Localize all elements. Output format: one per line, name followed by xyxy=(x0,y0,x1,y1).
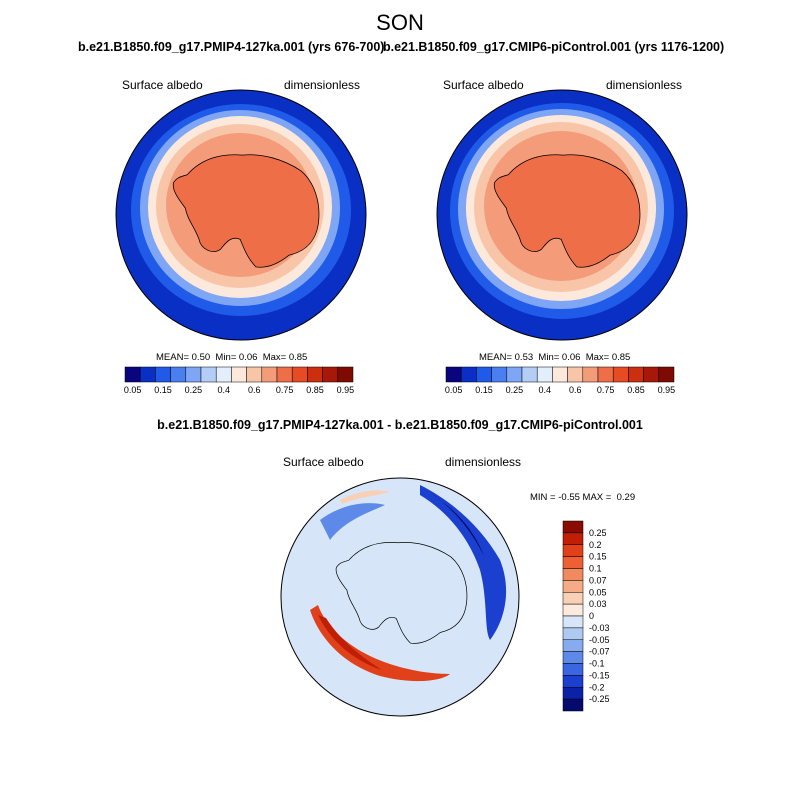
difference-colorbar-swatch xyxy=(562,580,584,593)
difference-colorbar-tick-label: -0.15 xyxy=(589,670,610,680)
difference-colorbar-swatch xyxy=(562,556,584,569)
difference-colorbar-tick-label: 0.2 xyxy=(589,540,602,550)
diff-units-label: dimensionless xyxy=(445,455,522,469)
right-colorbar-swatch xyxy=(491,366,508,383)
difference-colorbar-tick-label: -0.1 xyxy=(589,659,605,669)
right-colorbar-swatch xyxy=(597,366,614,383)
right-colorbar-swatch xyxy=(567,366,584,383)
right-colorbar: 0.05 0.15 0.25 0.4 0.6 0.75 0.85 0.95 xyxy=(445,366,676,395)
left-panel-title: b.e21.B1850.f09_g17.PMIP4-127ka.001 (yrs… xyxy=(78,40,385,54)
right-variable-label: Surface albedo xyxy=(443,78,524,92)
left-colorbar-swatch xyxy=(139,366,156,383)
difference-colorbar-swatch xyxy=(562,663,584,676)
left-colorbar-swatch xyxy=(170,366,187,383)
right-colorbar-swatch xyxy=(536,366,553,383)
difference-colorbar-swatch xyxy=(562,698,584,712)
difference-colorbar-tick-label: 0 xyxy=(589,611,594,621)
left-colorbar-tick-label: 0.15 xyxy=(154,385,172,395)
difference-colorbar-swatch xyxy=(562,675,584,688)
right-colorbar-swatch xyxy=(658,366,675,383)
right-colorbar-tick-label: 0.15 xyxy=(475,385,493,395)
difference-title: b.e21.B1850.f09_g17.PMIP4-127ka.001 - b.… xyxy=(157,418,643,432)
difference-colorbar-tick-label: 0.05 xyxy=(589,587,607,597)
right-panel-title: b.e21.B1850.f09_g17.CMIP6-piControl.001 … xyxy=(383,40,725,54)
right-colorbar-tick-label: 0.6 xyxy=(569,385,582,395)
difference-colorbar-swatch xyxy=(562,615,584,629)
left-variable-label: Surface albedo xyxy=(122,78,203,92)
right-colorbar-swatch xyxy=(506,366,523,383)
left-colorbar-swatch xyxy=(200,366,217,383)
difference-colorbar-tick-label: 0.1 xyxy=(589,564,602,574)
difference-colorbar: 0.25 0.2 0.15 0.10.07 0.05 0.03 0 -0.03 -0.05 -0.… xyxy=(562,520,610,712)
left-colorbar-swatch xyxy=(291,366,308,383)
right-colorbar-swatch xyxy=(445,366,462,383)
difference-colorbar-tick-label: 0.25 xyxy=(589,528,607,538)
difference-colorbar-swatch xyxy=(562,627,584,640)
difference-colorbar-tick-label: 0.03 xyxy=(589,599,607,609)
right-colorbar-swatch xyxy=(582,366,599,383)
left-colorbar-tick-label: 0.85 xyxy=(306,385,324,395)
difference-colorbar-tick-label: 0.07 xyxy=(589,575,607,585)
left-colorbar-swatch xyxy=(337,366,354,383)
right-colorbar-swatch xyxy=(643,366,660,383)
difference-colorbar-tick-label: -0.07 xyxy=(589,647,610,657)
left-colorbar-tick-label: 0.95 xyxy=(337,385,355,395)
left-colorbar-tick-label: 0.25 xyxy=(185,385,203,395)
difference-colorbar-swatch xyxy=(562,520,584,534)
left-polar-map xyxy=(115,89,367,341)
left-colorbar-swatch xyxy=(322,366,339,383)
difference-colorbar-swatch xyxy=(562,603,584,617)
left-colorbar-tick-label: 0.75 xyxy=(276,385,294,395)
diff-min-max: MIN = -0.55 MAX = 0.29 xyxy=(530,492,636,503)
difference-colorbar-swatch xyxy=(562,544,584,557)
right-colorbar-swatch xyxy=(552,366,568,383)
right-colorbar-tick-label: 0.4 xyxy=(539,385,552,395)
left-colorbar-swatch xyxy=(307,366,323,383)
left-colorbar-swatch xyxy=(215,366,232,383)
left-colorbar-tick-label: 0.4 xyxy=(218,385,231,395)
right-colorbar-tick-label: 0.85 xyxy=(627,385,645,395)
left-colorbar-swatch xyxy=(231,366,247,383)
left-colorbar-swatch xyxy=(185,366,202,383)
difference-colorbar-tick-label: 0.15 xyxy=(589,552,607,562)
left-units-label: dimensionless xyxy=(284,78,361,92)
right-colorbar-swatch xyxy=(521,366,538,383)
right-polar-map xyxy=(436,89,688,341)
right-colorbar-swatch xyxy=(476,366,492,383)
difference-polar-map xyxy=(280,477,520,717)
difference-colorbar-swatch xyxy=(562,639,584,652)
left-colorbar-swatch xyxy=(276,366,293,383)
left-colorbar-swatch xyxy=(124,366,141,383)
right-colorbar-tick-label: 0.05 xyxy=(445,385,463,395)
difference-colorbar-tick-label: -0.05 xyxy=(589,635,610,645)
right-colorbar-tick-label: 0.25 xyxy=(506,385,524,395)
left-colorbar-swatch xyxy=(261,366,278,383)
left-colorbar-swatch xyxy=(155,366,171,383)
right-stats: MEAN= 0.53 Min= 0.06 Max= 0.85 xyxy=(479,352,631,363)
difference-colorbar-swatch xyxy=(562,592,584,605)
diff-variable-label: Surface albedo xyxy=(283,455,364,469)
difference-colorbar-tick-label: -0.03 xyxy=(589,623,610,633)
difference-colorbar-swatch xyxy=(562,687,584,700)
left-stats: MEAN= 0.50 Min= 0.06 Max= 0.85 xyxy=(156,352,308,363)
right-colorbar-swatch xyxy=(612,366,629,383)
left-colorbar-swatch xyxy=(246,366,263,383)
right-colorbar-swatch xyxy=(460,366,477,383)
difference-colorbar-swatch xyxy=(562,651,584,664)
left-colorbar-tick-label: 0.05 xyxy=(124,385,142,395)
right-colorbar-tick-label: 0.95 xyxy=(658,385,676,395)
difference-colorbar-swatch xyxy=(562,568,584,581)
left-colorbar: 0.05 0.15 0.25 0.4 0.6 0.75 0.85 0.95 xyxy=(124,366,355,395)
right-units-label: dimensionless xyxy=(606,78,683,92)
difference-colorbar-swatch xyxy=(562,532,584,545)
right-colorbar-tick-label: 0.75 xyxy=(597,385,615,395)
right-colorbar-swatch xyxy=(628,366,644,383)
difference-colorbar-tick-label: -0.25 xyxy=(589,694,610,704)
left-colorbar-tick-label: 0.6 xyxy=(248,385,261,395)
difference-colorbar-tick-label: -0.2 xyxy=(589,682,605,692)
season-title: SON xyxy=(376,10,424,35)
